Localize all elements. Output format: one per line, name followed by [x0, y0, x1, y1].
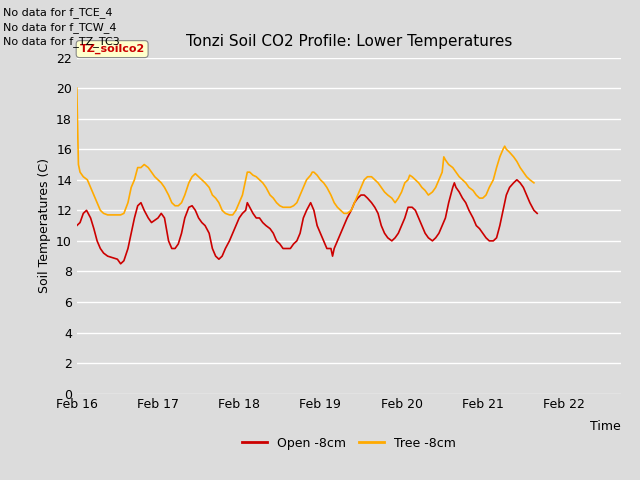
Text: TZ_soilco2: TZ_soilco2 [79, 44, 145, 54]
Text: Time: Time [590, 420, 621, 433]
Y-axis label: Soil Temperatures (C): Soil Temperatures (C) [38, 158, 51, 293]
Text: No data for f_TCW_4: No data for f_TCW_4 [3, 22, 116, 33]
Legend: Open -8cm, Tree -8cm: Open -8cm, Tree -8cm [237, 432, 461, 455]
Text: No data for f_TCE_4: No data for f_TCE_4 [3, 7, 113, 18]
Text: No data for f_TZ_TC3: No data for f_TZ_TC3 [3, 36, 120, 47]
Title: Tonzi Soil CO2 Profile: Lower Temperatures: Tonzi Soil CO2 Profile: Lower Temperatur… [186, 35, 512, 49]
